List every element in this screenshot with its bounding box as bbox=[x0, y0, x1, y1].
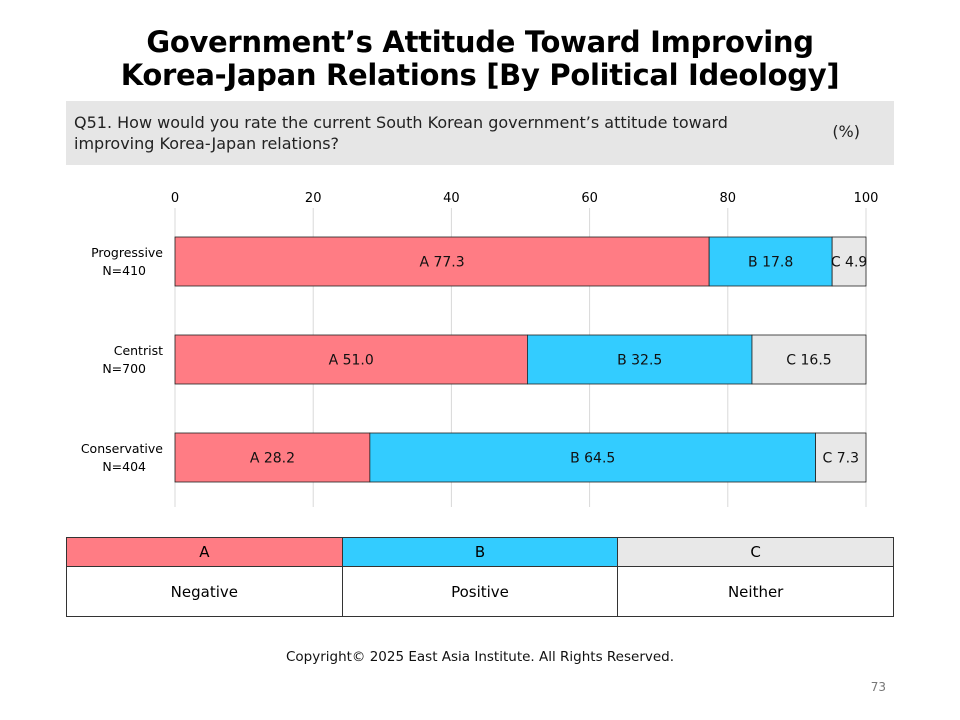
bar-segment-c bbox=[831, 236, 867, 287]
data-label: A 28.2 bbox=[250, 451, 295, 467]
title-line-2: Korea-Japan Relations [By Political Ideo… bbox=[120, 58, 840, 92]
category-n-label: N=404 bbox=[102, 459, 146, 474]
bar-segment-b bbox=[527, 334, 753, 385]
x-tick-label: 60 bbox=[581, 191, 598, 206]
unit-label: (%) bbox=[832, 122, 860, 141]
data-label: B 64.5 bbox=[570, 451, 615, 467]
page-number: 73 bbox=[870, 680, 886, 694]
question-box: Q51. How would you rate the current Sout… bbox=[66, 101, 894, 165]
bar-segment-b bbox=[369, 432, 816, 483]
x-tick-label: 80 bbox=[720, 191, 737, 206]
title-line-1: Government’s Attitude Toward Improving bbox=[146, 25, 814, 59]
legend-label-a: Negative bbox=[66, 566, 343, 617]
legend-table: A B C Negative Positive Neither bbox=[66, 537, 894, 617]
bar-segment-b bbox=[708, 236, 833, 287]
copyright-text: Copyright© 2025 East Asia Institute. All… bbox=[285, 649, 675, 665]
category-label: Conservative bbox=[81, 441, 163, 456]
category-label: Centrist bbox=[114, 343, 163, 358]
bar-segment-c bbox=[815, 432, 867, 483]
x-tick-label: 0 bbox=[171, 191, 179, 206]
data-label: B 17.8 bbox=[748, 255, 793, 271]
category-n-label: N=700 bbox=[102, 361, 146, 376]
data-label: A 77.3 bbox=[419, 255, 464, 271]
x-tick-label: 100 bbox=[854, 191, 879, 206]
legend-key-b: B bbox=[341, 537, 619, 567]
data-label: C 16.5 bbox=[786, 353, 831, 369]
category-n-label: N=410 bbox=[102, 263, 146, 278]
x-tick-label: 20 bbox=[305, 191, 322, 206]
data-label: C 7.3 bbox=[823, 451, 860, 467]
data-label: B 32.5 bbox=[617, 353, 662, 369]
bar-segment-a bbox=[174, 432, 371, 483]
page-title: Government’s Attitude Toward Improving K… bbox=[0, 26, 960, 92]
legend-label-c: Neither bbox=[617, 566, 894, 617]
x-tick-label: 40 bbox=[443, 191, 460, 206]
stacked-bar-chart: 0 20 40 60 80 100 A 77.3 B 17.8 C 4.9 Progressive… bbox=[81, 191, 879, 507]
bar-segment-a bbox=[174, 236, 710, 287]
category-label: Progressive bbox=[91, 245, 163, 260]
bar-segment-c bbox=[751, 334, 867, 385]
legend-key-a: A bbox=[66, 537, 343, 567]
data-label: C 4.9 bbox=[831, 255, 868, 271]
data-label: A 51.0 bbox=[329, 353, 374, 369]
legend-key-c: C bbox=[617, 537, 894, 567]
question-text: Q51. How would you rate the current Sout… bbox=[74, 113, 728, 153]
legend-label-b: Positive bbox=[341, 566, 619, 617]
